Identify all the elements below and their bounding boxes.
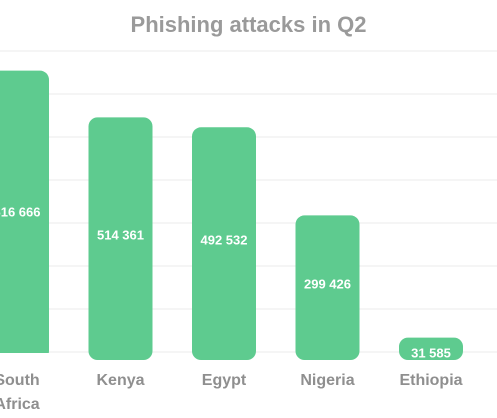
- data-label: 514 361: [97, 228, 144, 243]
- bar: [295, 215, 360, 360]
- bar: [192, 127, 256, 360]
- x-tick-label: Ethiopia: [399, 372, 462, 389]
- data-label: 616 666: [0, 204, 41, 219]
- bar: [88, 117, 153, 361]
- data-label: 299 426: [304, 277, 351, 292]
- bar: [399, 337, 463, 360]
- x-tick-label: Africa: [0, 396, 40, 413]
- data-label: 492 532: [201, 233, 248, 248]
- x-tick-label: South: [0, 372, 40, 389]
- bar: [0, 70, 49, 360]
- x-tick-label: Egypt: [202, 372, 247, 389]
- x-tick-label: Nigeria: [300, 372, 354, 389]
- data-label: 31 585: [411, 346, 451, 361]
- x-tick-label: Kenya: [96, 372, 144, 389]
- chart-title: Phishing attacks in Q2: [130, 12, 367, 37]
